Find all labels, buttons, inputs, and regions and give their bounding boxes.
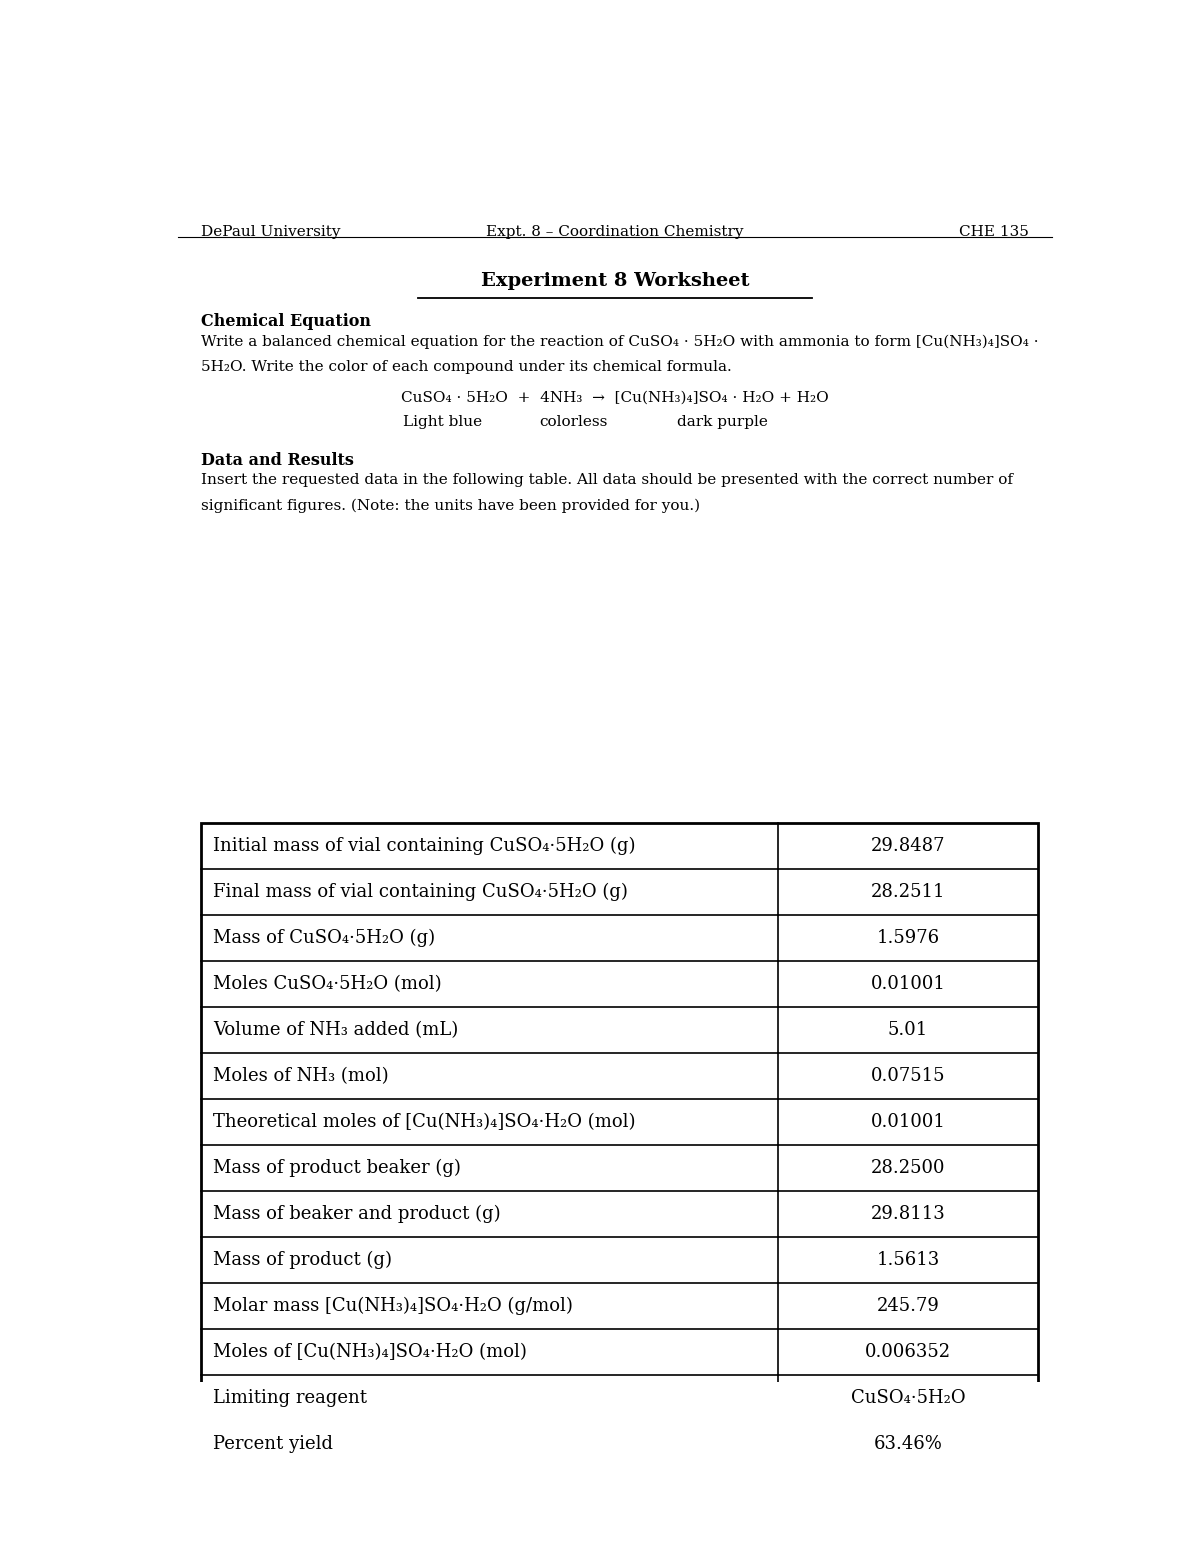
Text: Volume of NH₃ added (mL): Volume of NH₃ added (mL) (214, 1020, 458, 1039)
Text: CHE 135: CHE 135 (959, 225, 1028, 239)
Text: Moles of [Cu(NH₃)₄]SO₄·H₂O (mol): Moles of [Cu(NH₃)₄]SO₄·H₂O (mol) (214, 1343, 527, 1360)
Text: Expt. 8 – Coordination Chemistry: Expt. 8 – Coordination Chemistry (486, 225, 744, 239)
Text: 245.79: 245.79 (876, 1297, 940, 1315)
Text: 63.46%: 63.46% (874, 1435, 942, 1454)
Text: dark purple: dark purple (677, 415, 767, 429)
Text: 1.5976: 1.5976 (876, 929, 940, 947)
Text: 29.8487: 29.8487 (871, 837, 946, 854)
Text: Moles CuSO₄·5H₂O (mol): Moles CuSO₄·5H₂O (mol) (214, 975, 442, 992)
Text: DePaul University: DePaul University (202, 225, 341, 239)
Bar (202, 823, 1038, 1468)
Text: Moles of NH₃ (mol): Moles of NH₃ (mol) (214, 1067, 389, 1084)
Text: Data and Results: Data and Results (202, 452, 354, 469)
Text: Final mass of vial containing CuSO₄·5H₂O (g): Final mass of vial containing CuSO₄·5H₂O… (214, 882, 628, 901)
Text: Limiting reagent: Limiting reagent (214, 1388, 367, 1407)
Text: Mass of product (g): Mass of product (g) (214, 1250, 392, 1269)
Text: significant figures. (Note: the units have been provided for you.): significant figures. (Note: the units ha… (202, 499, 701, 512)
Text: 1.5613: 1.5613 (876, 1250, 940, 1269)
Text: CuSO₄·5H₂O: CuSO₄·5H₂O (851, 1388, 965, 1407)
Text: Light blue: Light blue (403, 415, 482, 429)
Text: 0.006352: 0.006352 (865, 1343, 952, 1360)
Text: Mass of beaker and product (g): Mass of beaker and product (g) (214, 1205, 500, 1222)
Text: 0.07515: 0.07515 (871, 1067, 946, 1084)
Text: 28.2500: 28.2500 (871, 1159, 946, 1177)
Text: 5.01: 5.01 (888, 1020, 928, 1039)
Text: Theoretical moles of [Cu(NH₃)₄]SO₄·H₂O (mol): Theoretical moles of [Cu(NH₃)₄]SO₄·H₂O (… (214, 1114, 636, 1131)
Text: colorless: colorless (539, 415, 607, 429)
Text: Initial mass of vial containing CuSO₄·5H₂O (g): Initial mass of vial containing CuSO₄·5H… (214, 837, 636, 854)
Text: Experiment 8 Worksheet: Experiment 8 Worksheet (481, 272, 749, 290)
Text: 29.8113: 29.8113 (870, 1205, 946, 1222)
Text: 0.01001: 0.01001 (870, 975, 946, 992)
Text: 5H₂O. Write the color of each compound under its chemical formula.: 5H₂O. Write the color of each compound u… (202, 360, 732, 374)
Text: 0.01001: 0.01001 (870, 1114, 946, 1131)
Text: Write a balanced chemical equation for the reaction of CuSO₄ · 5H₂O with ammonia: Write a balanced chemical equation for t… (202, 334, 1039, 349)
Text: Chemical Equation: Chemical Equation (202, 314, 371, 331)
Text: Insert the requested data in the following table. All data should be presented w: Insert the requested data in the followi… (202, 474, 1013, 488)
Text: Mass of product beaker (g): Mass of product beaker (g) (214, 1159, 461, 1177)
Text: 28.2511: 28.2511 (871, 882, 946, 901)
Text: CuSO₄ · 5H₂O  +  4NH₃  →  [Cu(NH₃)₄]SO₄ · H₂O + H₂O: CuSO₄ · 5H₂O + 4NH₃ → [Cu(NH₃)₄]SO₄ · H₂… (401, 391, 829, 405)
Text: Percent yield: Percent yield (214, 1435, 334, 1454)
Text: Molar mass [Cu(NH₃)₄]SO₄·H₂O (g/mol): Molar mass [Cu(NH₃)₄]SO₄·H₂O (g/mol) (214, 1297, 574, 1315)
Text: Mass of CuSO₄·5H₂O (g): Mass of CuSO₄·5H₂O (g) (214, 929, 436, 947)
